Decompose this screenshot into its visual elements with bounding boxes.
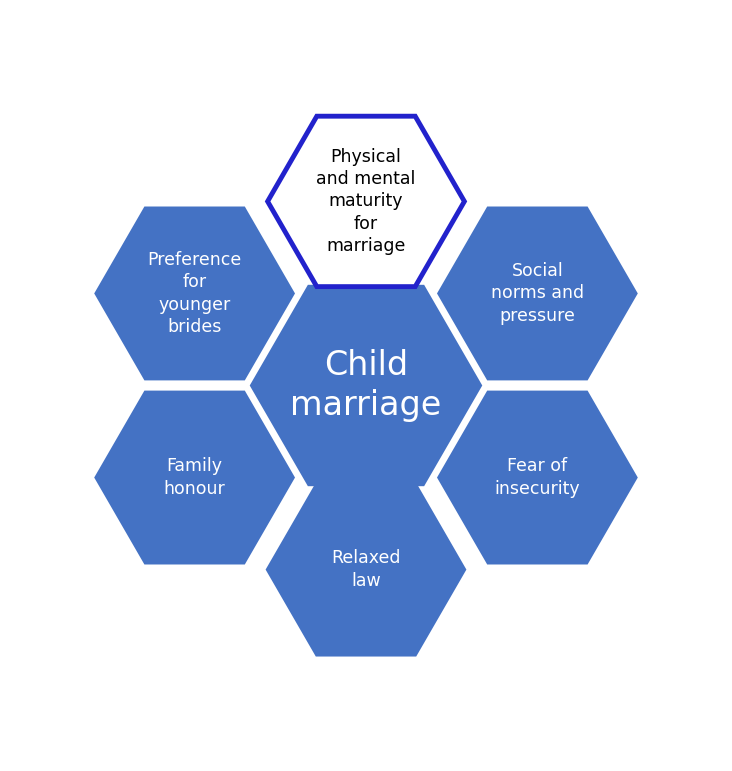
Polygon shape (439, 392, 636, 563)
Polygon shape (268, 116, 464, 287)
Text: Social
norms and
pressure: Social norms and pressure (491, 262, 584, 325)
Polygon shape (96, 208, 293, 379)
Text: Fear of
insecurity: Fear of insecurity (495, 457, 580, 497)
Polygon shape (252, 287, 480, 484)
Text: Physical
and mental
maturity
for
marriage: Physical and mental maturity for marriag… (316, 148, 416, 254)
Text: Child
marriage: Child marriage (291, 348, 441, 423)
Polygon shape (439, 208, 636, 379)
Text: Family
honour: Family honour (164, 457, 225, 497)
Text: Relaxed
law: Relaxed law (332, 550, 400, 590)
Text: Preference
for
younger
brides: Preference for younger brides (147, 251, 242, 335)
Polygon shape (268, 484, 464, 655)
Polygon shape (96, 392, 293, 563)
